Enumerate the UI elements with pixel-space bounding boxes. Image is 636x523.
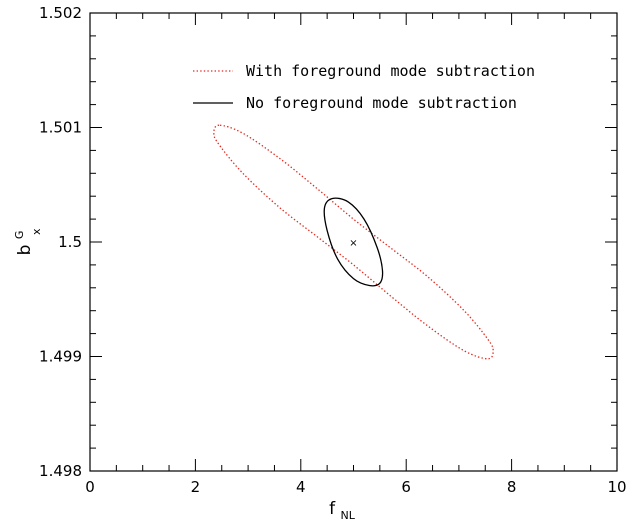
x-axis-label: f NL	[329, 499, 356, 522]
x-axis-label-main: f	[329, 499, 336, 519]
x-tick-label: 4	[296, 478, 306, 496]
y-axis-label-sup: G	[13, 231, 26, 240]
fiducial-point-marker: ×	[349, 238, 357, 249]
y-tick-label: 1.501	[39, 119, 82, 137]
y-tick-label: 1.5	[58, 233, 82, 251]
y-tick-label: 1.502	[39, 4, 82, 22]
x-tick-label: 2	[191, 478, 201, 496]
tick-labels: 0 2 4 6 8 10 1.498 1.499 1.5 1.501 1.502	[39, 4, 627, 496]
y-tick-label: 1.499	[39, 348, 82, 366]
x-tick-label: 0	[85, 478, 95, 496]
y-axis-label: b G x	[13, 228, 43, 255]
x-tick-label: 8	[507, 478, 517, 496]
y-axis-label-sub: x	[30, 228, 43, 235]
x-axis-label-sub: NL	[341, 509, 356, 522]
series-1-curve	[213, 124, 494, 360]
series-layer: ×	[213, 124, 494, 360]
svg-text:b G: b G	[13, 231, 35, 256]
x-tick-label: 6	[401, 478, 411, 496]
legend-label-2: No foreground mode subtraction	[246, 94, 517, 112]
x-tick-label: 10	[607, 478, 626, 496]
series-2-curve	[323, 197, 384, 287]
legend-label-1: With foreground mode subtraction	[246, 62, 535, 80]
y-tick-label: 1.498	[39, 462, 82, 480]
y-axis-label-main: b	[15, 245, 35, 256]
tick-marks	[89, 12, 618, 472]
legend: With foreground mode subtraction No foreg…	[193, 62, 535, 112]
